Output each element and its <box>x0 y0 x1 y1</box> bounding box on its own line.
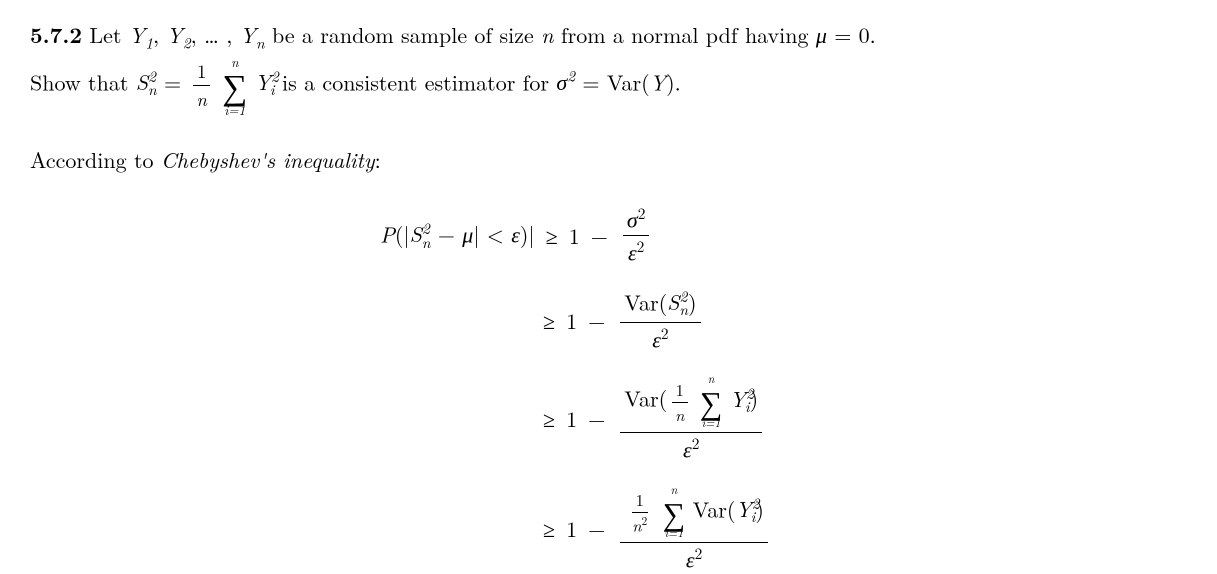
intro-according: According to <box>30 144 161 175</box>
ldots: … <box>204 19 219 50</box>
text-random-sample: be a random sample of size <box>265 19 541 50</box>
var-Yn: Yn <box>240 19 265 50</box>
sum-symbol: n ∑ i=1 <box>222 55 247 117</box>
frac-sigma2-eps2: σ2 ε2 <box>623 205 650 265</box>
eq-lhs: P(|S2n − μ| < ε)| <box>380 218 546 253</box>
frac-1-n: 1 n <box>192 60 211 110</box>
chebyshev-name: Chebyshev's inequality <box>161 144 375 175</box>
text-from-normal: from a normal pdf having <box>554 19 816 50</box>
intro-line: According to Chebyshev's inequality: <box>30 144 1187 175</box>
var-Sn2: S2n <box>136 66 157 97</box>
eq-row-1: P(|S2n − μ| < ε)| ≥ 1 − σ2 ε2 <box>380 205 653 265</box>
var-Y1: Y1 <box>129 19 153 50</box>
mu-symbol: μ <box>816 19 827 50</box>
text-let: Let <box>82 19 129 50</box>
frac-var-sum: Var(1n n ∑ i=1 Y2i) ε2 <box>620 374 762 462</box>
var-Y2: Y2 <box>166 19 190 50</box>
eq-row-2: ≥ 1 − Var(S2n) ε2 <box>543 288 705 353</box>
eq-rhs-2: ≥ 1 − Var(S2n) ε2 <box>543 288 705 353</box>
var-Yi2: Y2i <box>255 66 275 97</box>
var-n: n <box>541 19 553 50</box>
eq-rhs-3: ≥ 1 − Var(1n n ∑ i=1 Y2i) ε2 <box>543 374 766 462</box>
equations-block: P(|S2n − μ| < ε)| ≥ 1 − σ2 ε2 ≥ 1 − Var(… <box>380 205 1187 573</box>
problem-statement: 5.7.2 Let Y1, Y2, … , Yn be a random sam… <box>30 18 1187 116</box>
var-Y-expr: Var(Y). <box>607 66 681 97</box>
text-show-that: Show that <box>30 66 136 97</box>
eq-row-3: ≥ 1 − Var(1n n ∑ i=1 Y2i) ε2 <box>543 374 766 462</box>
eq-rhs-1: ≥ 1 − σ2 ε2 <box>546 205 654 265</box>
frac-var-Sn2: Var(S2n) ε2 <box>620 288 700 353</box>
problem-number: 5.7.2 <box>30 19 82 50</box>
sigma2: σ2 <box>556 66 575 97</box>
text-consistent: is a consistent estimator for <box>282 66 556 97</box>
